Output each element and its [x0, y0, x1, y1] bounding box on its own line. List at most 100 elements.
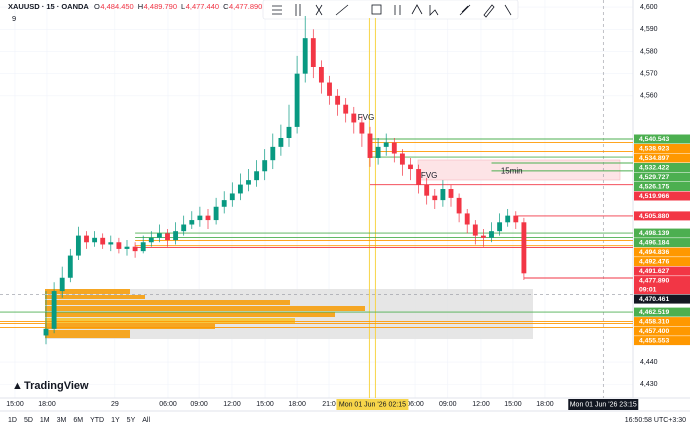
candle-body	[408, 164, 413, 170]
candle-body	[246, 180, 251, 185]
tool-icon[interactable]	[411, 4, 423, 15]
range-button[interactable]: All	[142, 417, 150, 424]
candle-body	[367, 133, 373, 158]
candle-body	[132, 246, 138, 252]
tool-icon[interactable]	[335, 4, 349, 16]
candle-body	[43, 328, 49, 336]
level-label-box	[634, 163, 690, 173]
candle-body	[302, 38, 308, 74]
level-label: 4,529.727	[639, 174, 669, 181]
candle-body	[100, 237, 106, 245]
y-tick-label: 4,600	[640, 4, 658, 11]
level-label: 4,470.461	[639, 296, 669, 303]
x-tick-label: 18:00	[288, 401, 306, 408]
countdown-label: 09:01	[639, 286, 657, 293]
candle-body	[424, 184, 430, 196]
candle-body	[310, 38, 316, 67]
candle-body	[189, 220, 195, 225]
range-button[interactable]: 1Y	[111, 417, 120, 424]
y-tick-label: 4,580	[640, 48, 658, 55]
candle-body	[165, 233, 170, 241]
candle-body	[59, 277, 65, 292]
indicator-count[interactable]: 9	[12, 14, 16, 23]
level-label: 4,526.175	[639, 184, 669, 191]
candle-body	[75, 235, 81, 256]
x-tick-label: 12:00	[223, 401, 241, 408]
time-marker-label: Mon 01 Jun '26 02:15	[339, 401, 406, 408]
range-button[interactable]: 5D	[24, 417, 33, 424]
level-label-box	[634, 247, 690, 257]
volume-profile-bar	[45, 318, 295, 323]
level-label-box	[634, 294, 690, 304]
candle-body	[432, 195, 438, 201]
crosshair-time-box	[568, 399, 639, 410]
x-tick-label: 09:00	[439, 401, 457, 408]
tool-icon[interactable]	[371, 4, 382, 15]
candle-body	[229, 193, 235, 201]
x-tick-label: 06:00	[406, 401, 424, 408]
candle-body	[294, 73, 300, 127]
candle-body	[156, 233, 162, 238]
candle-body	[278, 137, 284, 147]
range-button[interactable]: 1M	[40, 417, 50, 424]
candle-body	[254, 171, 260, 181]
volume-profile-bar	[45, 295, 145, 299]
ohlc-key: O	[94, 2, 100, 11]
time-marker-box	[336, 399, 409, 410]
x-tick-label: 18:00	[536, 401, 554, 408]
candle-body	[335, 95, 341, 105]
level-label-box	[634, 317, 690, 327]
x-tick-label: 18:00	[38, 401, 56, 408]
ohlc-value: 4,477.890	[229, 2, 262, 11]
x-tick-label: 29	[111, 401, 119, 408]
candle-body	[237, 184, 243, 194]
candle-body	[505, 215, 511, 223]
range-button[interactable]: 3M	[57, 417, 67, 424]
level-label: 4,492.476	[639, 259, 669, 266]
tool-icon[interactable]	[272, 5, 282, 15]
level-label: 4,496.184	[639, 240, 669, 247]
candle-body	[440, 189, 446, 201]
range-button[interactable]: 6M	[73, 417, 83, 424]
tool-icon[interactable]	[429, 5, 439, 16]
candle-body	[205, 215, 211, 221]
candle-body	[480, 235, 486, 238]
range-button[interactable]: YTD	[90, 417, 104, 424]
symbol-title[interactable]: XAUUSD · 15 · OANDA	[8, 2, 89, 11]
candle-body	[318, 66, 324, 83]
tool-icon[interactable]	[504, 4, 512, 16]
annotation: FVG	[421, 171, 437, 180]
volume-profile-bar	[45, 289, 130, 294]
tool-icon[interactable]	[459, 4, 471, 16]
volume-profile-bar	[45, 306, 365, 311]
level-label: 4,505.880	[639, 213, 669, 220]
candle-body	[416, 169, 422, 185]
y-tick-label: 4,590	[640, 26, 658, 33]
tool-icon[interactable]	[483, 4, 495, 18]
range-button[interactable]: 1D	[8, 417, 17, 424]
candle-body	[521, 222, 527, 274]
range-button[interactable]: 5Y	[127, 417, 136, 424]
ohlc-value: 4,489.790	[144, 2, 177, 11]
level-label: 4,455.553	[639, 338, 669, 345]
y-tick-label: 4,560	[640, 93, 658, 100]
candle-body	[472, 224, 478, 236]
candle-body	[173, 231, 179, 241]
level-label-box	[634, 266, 690, 276]
candle-body	[262, 160, 268, 172]
candle-body	[343, 104, 349, 114]
annotation: 15min	[501, 166, 523, 175]
level-label-box	[634, 191, 690, 201]
level-label-box	[634, 153, 690, 163]
x-tick-label: 06:00	[159, 401, 177, 408]
tool-icon[interactable]	[295, 4, 301, 16]
level-label: 4,457.400	[639, 328, 669, 335]
tool-icon[interactable]	[394, 5, 401, 15]
level-label: 4,540.543	[639, 136, 669, 143]
annotation: FVG	[358, 113, 374, 122]
candle-body	[213, 206, 219, 221]
candle-body	[359, 122, 365, 134]
tool-icon[interactable]	[315, 4, 323, 16]
logo-text: TradingView	[24, 380, 89, 392]
